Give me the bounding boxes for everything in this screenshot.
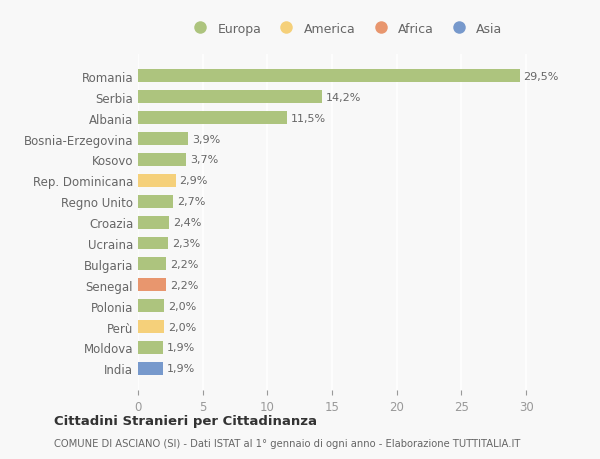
Bar (138, 70, 520, 83)
Bar (138, 279, 166, 291)
Text: 2,2%: 2,2% (170, 259, 199, 269)
Text: 1,9%: 1,9% (166, 342, 195, 353)
Bar (138, 362, 163, 375)
Bar (138, 341, 163, 354)
Text: 3,7%: 3,7% (190, 155, 218, 165)
Bar (138, 174, 176, 187)
Text: Cittadini Stranieri per Cittadinanza: Cittadini Stranieri per Cittadinanza (54, 414, 317, 428)
Text: 3,9%: 3,9% (193, 134, 221, 144)
Bar (138, 258, 166, 271)
Bar (138, 91, 322, 104)
Bar (138, 133, 188, 146)
Text: 2,2%: 2,2% (170, 280, 199, 290)
Text: 11,5%: 11,5% (290, 113, 326, 123)
Text: 2,4%: 2,4% (173, 218, 202, 228)
Legend: Europa, America, Africa, Asia: Europa, America, Africa, Asia (182, 18, 508, 41)
Bar (138, 237, 168, 250)
Bar (138, 154, 186, 167)
Text: 2,9%: 2,9% (179, 176, 208, 186)
Text: 2,3%: 2,3% (172, 239, 200, 248)
Text: 2,0%: 2,0% (168, 322, 196, 332)
Text: 14,2%: 14,2% (326, 93, 361, 103)
Bar (138, 320, 164, 333)
Text: 29,5%: 29,5% (524, 72, 559, 82)
Text: 2,7%: 2,7% (177, 197, 205, 207)
Bar (138, 196, 173, 208)
Text: 2,0%: 2,0% (168, 301, 196, 311)
Bar (138, 216, 169, 229)
Text: 1,9%: 1,9% (166, 364, 195, 374)
Bar (138, 299, 164, 313)
Bar (138, 112, 287, 125)
Text: COMUNE DI ASCIANO (SI) - Dati ISTAT al 1° gennaio di ogni anno - Elaborazione TU: COMUNE DI ASCIANO (SI) - Dati ISTAT al 1… (54, 438, 520, 448)
